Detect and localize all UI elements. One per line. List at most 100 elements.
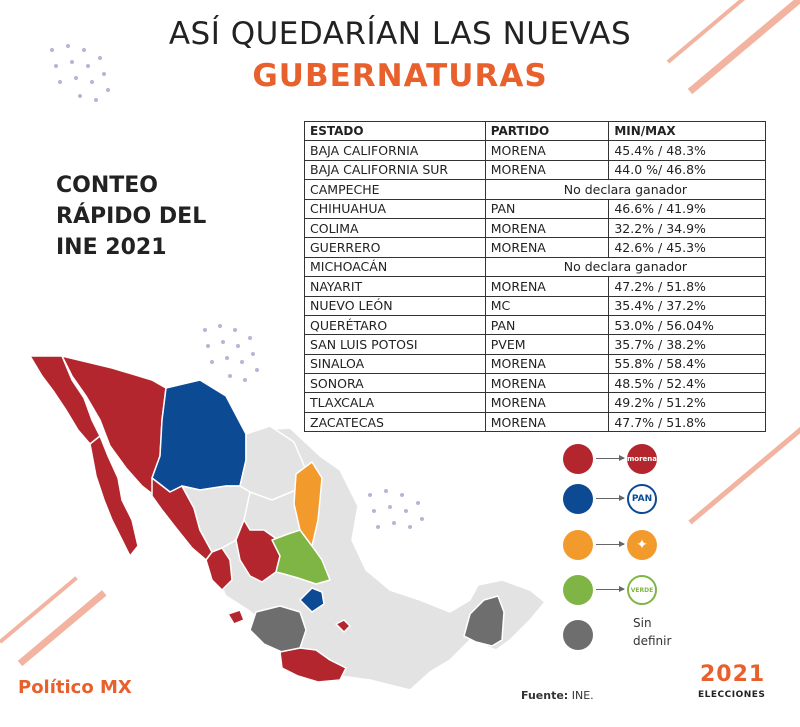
cell-partido: MORENA	[484, 392, 610, 413]
cell-minmax: 47.2% / 51.8%	[608, 276, 766, 297]
source-label: Fuente:	[521, 689, 569, 702]
table-row: CHIHUAHUA PAN 46.6% / 41.9%	[304, 198, 766, 219]
map-region-colima	[227, 609, 245, 625]
conteo-heading: CONTEO RÁPIDO DEL INE 2021	[56, 170, 206, 263]
results-table-body: BAJA CALIFORNIA MORENA 45.4% / 48.3% BAJA C…	[304, 140, 767, 433]
legend-color-swatch	[563, 530, 593, 560]
pvem-logo-icon: VERDE	[627, 575, 657, 605]
brand-logo: Político MX	[18, 677, 132, 698]
table-row: NAYARIT MORENA 47.2% / 51.8%	[304, 276, 766, 297]
cell-estado: SONORA	[304, 373, 486, 394]
cell-minmax: 46.6% / 41.9%	[608, 198, 766, 219]
cell-partido: MORENA	[484, 140, 610, 161]
logo-text: VERDE	[630, 586, 654, 594]
arrow-right-icon	[596, 541, 625, 547]
map-region-baja-california-sur	[89, 435, 139, 557]
cell-estado: BAJA CALIFORNIA	[304, 140, 486, 161]
cell-minmax: 48.5% / 52.4%	[608, 373, 766, 394]
legend-item-morena: morena	[563, 442, 673, 476]
cell-estado: COLIMA	[304, 217, 486, 239]
map-region-guerrero	[279, 647, 347, 683]
map-region-nayarit	[205, 547, 233, 591]
map-region-michoacan	[249, 605, 307, 653]
map-region-san-luis-potosi	[271, 529, 331, 585]
legend-item-pvem: VERDE	[563, 573, 673, 607]
cell-minmax: 53.0% / 56.04%	[608, 314, 766, 336]
legend-item-mc: ✦	[563, 528, 673, 562]
cell-estado: TLAXCALA	[304, 392, 486, 413]
cell-estado: QUERÉTARO	[304, 314, 486, 336]
map-region-coahuila	[239, 425, 307, 501]
logo-text: PAN	[631, 494, 653, 504]
page-title: ASÍ QUEDARÍAN LAS NUEVAS	[168, 16, 632, 52]
cell-minmax: 44.0 %/ 46.8%	[608, 159, 766, 181]
table-row: MICHOACÁN No declara ganador	[304, 256, 767, 278]
table-row: CAMPECHE No declara ganador	[304, 179, 767, 200]
map-region-tlaxcala	[335, 619, 351, 633]
cell-estado: SINALOA	[304, 353, 486, 375]
source-note: Fuente: INE.	[521, 689, 594, 702]
cell-partido: MORENA	[484, 159, 610, 181]
results-table: ESTADO PARTIDO MIN/MAX BAJA CALIFORNIA MO…	[304, 120, 767, 433]
cell-partido: MORENA	[484, 411, 610, 433]
cell-minmax: 42.6% / 45.3%	[608, 237, 766, 258]
cell-estado: MICHOACÁN	[304, 256, 486, 278]
table-row: SINALOA MORENA 55.8% / 58.4%	[304, 353, 766, 375]
cell-partido: MORENA	[484, 276, 610, 297]
cell-partido: MORENA	[484, 237, 610, 258]
conteo-line: CONTEO	[56, 173, 158, 198]
cell-minmax: 49.2% / 51.2%	[608, 392, 766, 413]
cell-estado: CAMPECHE	[304, 179, 486, 200]
cell-minmax: 35.4% / 37.2%	[608, 295, 766, 316]
cell-estado: ZACATECAS	[304, 411, 486, 433]
cell-minmax: 55.8% / 58.4%	[608, 353, 766, 375]
table-header-row: ESTADO PARTIDO MIN/MAX	[304, 120, 766, 142]
cell-estado: BAJA CALIFORNIA SUR	[304, 159, 486, 181]
arrow-right-icon	[596, 495, 625, 501]
map-region-nuevo-leon	[293, 461, 323, 551]
cell-partido: PAN	[484, 314, 610, 336]
legend-color-swatch	[563, 444, 593, 474]
cell-estado: SAN LUIS POTOSI	[304, 334, 486, 355]
column-header-estado: ESTADO	[304, 120, 486, 142]
table-row: GUERRERO MORENA 42.6% / 45.3%	[304, 237, 766, 258]
cell-partido: PAN	[484, 198, 610, 219]
cell-partido: MC	[484, 295, 610, 316]
table-row: SAN LUIS POTOSI PVEM 35.7% / 38.2%	[304, 334, 766, 355]
cell-partido: MORENA	[484, 353, 610, 375]
cell-estado: CHIHUAHUA	[304, 198, 486, 219]
elections-year-logo: 2021	[700, 662, 766, 687]
legend-color-swatch	[563, 484, 593, 514]
source-value: INE.	[571, 689, 594, 702]
map-region-chihuahua	[151, 379, 247, 493]
map-region-campeche	[463, 595, 505, 647]
cell-estado: NAYARIT	[304, 276, 486, 297]
cell-partido: MORENA	[484, 217, 610, 239]
logo-text: morena	[627, 455, 658, 463]
elections-label: ELECCIONES	[698, 690, 766, 700]
legend-label-line: definir	[633, 634, 672, 648]
table-row: QUERÉTARO PAN 53.0% / 56.04%	[304, 314, 766, 336]
cell-minmax: 45.4% / 48.3%	[608, 140, 766, 161]
legend-item-sin-definir: Sin definir	[563, 616, 673, 652]
cell-minmax: 35.7% / 38.2%	[608, 334, 766, 355]
arrow-right-icon	[596, 586, 625, 592]
cell-partido: MORENA	[484, 373, 610, 394]
conteo-line: INE 2021	[56, 235, 167, 260]
movimiento-ciudadano-eagle-icon: ✦	[627, 530, 657, 560]
brand-name: Político	[18, 677, 94, 698]
conteo-line: RÁPIDO DEL	[56, 204, 207, 229]
table-row: NUEVO LEÓN MC 35.4% / 37.2%	[304, 295, 766, 316]
legend-label: Sin definir	[633, 614, 671, 650]
legend-color-swatch	[563, 575, 593, 605]
column-header-minmax: MIN/MAX	[608, 120, 766, 142]
table-row: COLIMA MORENA 32.2% / 34.9%	[304, 217, 766, 239]
cell-estado: GUERRERO	[304, 237, 486, 258]
cell-estado: NUEVO LEÓN	[304, 295, 486, 316]
legend-label-line: Sin	[633, 616, 652, 630]
table-row: ZACATECAS MORENA 47.7% / 51.8%	[304, 411, 766, 433]
table-row: BAJA CALIFORNIA SUR MORENA 44.0 %/ 46.8%	[304, 159, 766, 181]
brand-suffix: MX	[100, 677, 132, 698]
